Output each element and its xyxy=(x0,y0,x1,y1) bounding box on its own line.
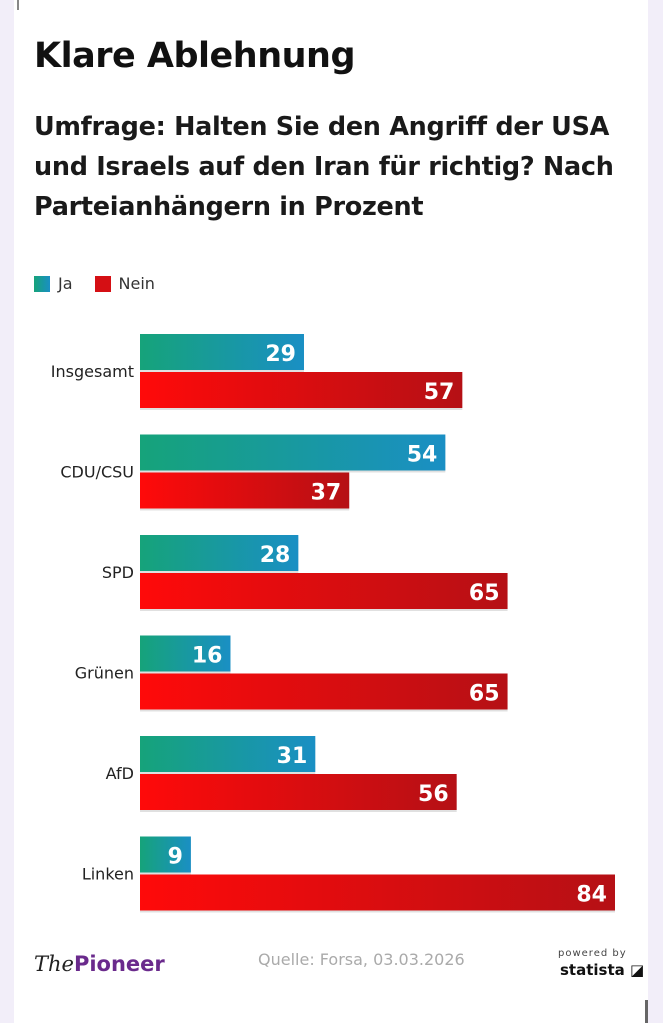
source-note: Quelle: Forsa, 03.03.2026 xyxy=(258,950,465,969)
chart-subtitle: Umfrage: Halten Sie den Angriff der USA … xyxy=(34,112,614,222)
category-label: Linken xyxy=(82,865,134,884)
data-label: 31 xyxy=(277,744,308,769)
bar-nein xyxy=(140,874,615,911)
statista-text: statista xyxy=(560,961,625,979)
bar-nein xyxy=(140,573,508,609)
logo-the: The xyxy=(34,952,74,976)
legend: Ja Nein xyxy=(34,274,177,293)
category-label: SPD xyxy=(102,563,134,582)
data-label: 65 xyxy=(469,682,500,707)
data-label: 56 xyxy=(418,782,449,807)
scrollbar[interactable] xyxy=(645,1000,648,1023)
chart-title: Klare Ablehnung xyxy=(34,36,356,76)
data-label: 16 xyxy=(192,644,223,669)
powered-by: powered by xyxy=(558,948,627,959)
legend-label-ja: Ja xyxy=(58,274,73,293)
pioneer-logo: ThePioneer xyxy=(34,952,165,976)
bar-ja xyxy=(140,635,231,672)
data-label: 28 xyxy=(260,543,291,568)
bar-ja xyxy=(140,535,299,571)
bar-nein xyxy=(140,774,457,810)
statista-icon: ◪ xyxy=(630,961,645,979)
bar-ja xyxy=(140,836,191,873)
legend-label-nein: Nein xyxy=(118,274,155,293)
category-label: Grünen xyxy=(75,664,134,683)
chart-card xyxy=(14,0,648,1023)
scrollbar-top xyxy=(17,0,19,10)
bar-nein xyxy=(140,472,350,509)
data-label: 29 xyxy=(265,342,296,367)
logo-pioneer: Pioneer xyxy=(73,952,165,976)
category-label: Insgesamt xyxy=(51,362,134,381)
legend-swatch-nein xyxy=(94,275,111,292)
legend-item-ja: Ja xyxy=(34,274,73,293)
bar-ja xyxy=(140,334,304,370)
legend-swatch-ja xyxy=(34,275,50,292)
data-label: 9 xyxy=(168,845,183,870)
data-label: 65 xyxy=(469,581,500,606)
data-label: 37 xyxy=(311,481,342,506)
statista-logo: statista ◪ xyxy=(560,961,644,979)
data-label: 57 xyxy=(424,380,455,405)
data-label: 84 xyxy=(576,883,607,908)
category-label: AfD xyxy=(106,764,134,783)
bar-nein xyxy=(140,673,508,710)
data-label: 54 xyxy=(407,443,438,468)
category-label: CDU/CSU xyxy=(60,463,134,482)
bar-ja xyxy=(140,434,446,471)
legend-item-nein: Nein xyxy=(94,274,155,293)
bar-ja xyxy=(140,736,316,772)
bar-nein xyxy=(140,372,463,408)
